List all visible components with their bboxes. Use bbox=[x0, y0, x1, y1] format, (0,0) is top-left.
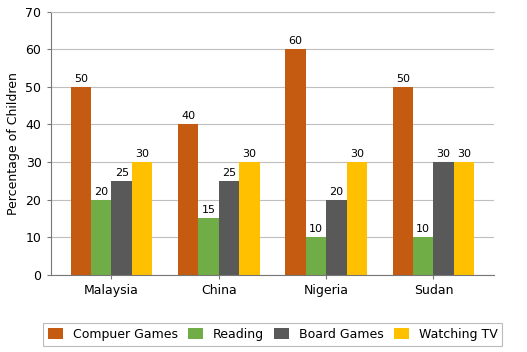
Bar bbox=[286, 50, 306, 275]
Bar bbox=[306, 237, 326, 275]
Bar bbox=[434, 162, 454, 275]
Text: 20: 20 bbox=[329, 187, 344, 196]
Text: 50: 50 bbox=[74, 74, 88, 84]
Bar bbox=[199, 218, 219, 275]
Bar bbox=[91, 200, 112, 275]
Text: 50: 50 bbox=[396, 74, 410, 84]
Text: 20: 20 bbox=[94, 187, 109, 196]
Text: 30: 30 bbox=[135, 149, 149, 159]
Text: 40: 40 bbox=[181, 112, 196, 121]
Bar bbox=[347, 162, 367, 275]
Text: 15: 15 bbox=[202, 205, 216, 215]
Text: 25: 25 bbox=[115, 168, 129, 178]
Bar bbox=[219, 181, 239, 275]
Bar bbox=[393, 87, 413, 275]
Text: 25: 25 bbox=[222, 168, 236, 178]
Y-axis label: Percentage of Children: Percentage of Children bbox=[7, 72, 20, 215]
Bar bbox=[178, 125, 199, 275]
Bar bbox=[71, 87, 91, 275]
Text: 30: 30 bbox=[350, 149, 364, 159]
Text: 10: 10 bbox=[309, 224, 323, 234]
Bar bbox=[326, 200, 347, 275]
Bar bbox=[239, 162, 260, 275]
Bar bbox=[112, 181, 132, 275]
Bar bbox=[454, 162, 474, 275]
Bar bbox=[132, 162, 152, 275]
Text: 30: 30 bbox=[437, 149, 451, 159]
Text: 30: 30 bbox=[457, 149, 471, 159]
Text: 30: 30 bbox=[242, 149, 257, 159]
Legend: Compuer Games, Reading, Board Games, Watching TV: Compuer Games, Reading, Board Games, Wat… bbox=[43, 323, 502, 346]
Text: 10: 10 bbox=[416, 224, 430, 234]
Bar bbox=[413, 237, 434, 275]
Text: 60: 60 bbox=[289, 37, 302, 46]
